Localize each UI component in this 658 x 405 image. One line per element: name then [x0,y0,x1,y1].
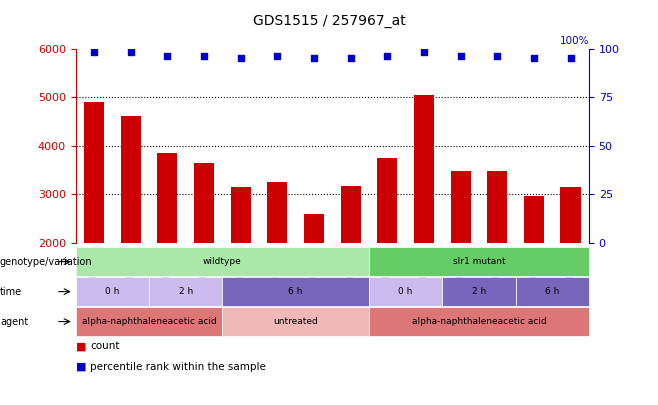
Text: ■: ■ [76,362,86,371]
Point [236,55,246,62]
Text: ■: ■ [76,341,86,351]
Point [309,55,319,62]
Bar [377,158,397,243]
Text: percentile rank within the sample: percentile rank within the sample [90,362,266,371]
Text: agent: agent [0,317,28,326]
Point [455,53,466,60]
Text: 0 h: 0 h [399,287,413,296]
Point [345,55,356,62]
Bar [304,214,324,243]
Bar [341,185,361,243]
Bar [451,171,470,243]
Text: wildtype: wildtype [203,257,241,266]
Point [382,53,393,60]
Text: time: time [0,287,22,296]
Bar [524,196,544,243]
Bar [84,102,104,243]
Text: 6 h: 6 h [288,287,303,296]
Bar [561,187,580,243]
Bar [194,163,214,243]
Point [272,53,282,60]
Text: 100%: 100% [559,36,589,46]
Text: genotype/variation: genotype/variation [0,257,93,266]
Text: alpha-naphthaleneacetic acid: alpha-naphthaleneacetic acid [411,317,546,326]
Bar [267,182,288,243]
Point [162,53,172,60]
Bar [487,171,507,243]
Point [89,49,99,56]
Bar [157,153,178,243]
Text: slr1 mutant: slr1 mutant [453,257,505,266]
Text: GDS1515 / 257967_at: GDS1515 / 257967_at [253,14,405,28]
Point [565,55,576,62]
Point [528,55,539,62]
Point [126,49,136,56]
Text: 0 h: 0 h [105,287,120,296]
Text: 6 h: 6 h [545,287,559,296]
Text: 2 h: 2 h [178,287,193,296]
Text: alpha-naphthaleneacetic acid: alpha-naphthaleneacetic acid [82,317,216,326]
Text: untreated: untreated [273,317,318,326]
Point [418,49,429,56]
Text: count: count [90,341,120,351]
Bar [414,95,434,243]
Bar [120,116,141,243]
Bar [230,187,251,243]
Text: 2 h: 2 h [472,287,486,296]
Point [492,53,503,60]
Point [199,53,209,60]
